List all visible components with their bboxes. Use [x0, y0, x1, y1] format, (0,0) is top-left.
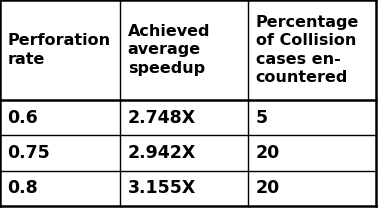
Text: Perforation
rate: Perforation rate — [8, 33, 111, 67]
Text: 0.6: 0.6 — [8, 109, 38, 126]
Text: Percentage
of Collision
cases en-
countered: Percentage of Collision cases en- counte… — [256, 15, 359, 85]
Text: 20: 20 — [256, 179, 280, 197]
Text: 20: 20 — [256, 144, 280, 162]
Text: 5: 5 — [256, 109, 268, 126]
Text: Achieved
average
speedup: Achieved average speedup — [128, 24, 210, 76]
Text: 2.942X: 2.942X — [128, 144, 196, 162]
Text: 3.155X: 3.155X — [128, 179, 196, 197]
Text: 0.8: 0.8 — [8, 179, 38, 197]
Text: 2.748X: 2.748X — [128, 109, 196, 126]
Text: 0.75: 0.75 — [8, 144, 50, 162]
